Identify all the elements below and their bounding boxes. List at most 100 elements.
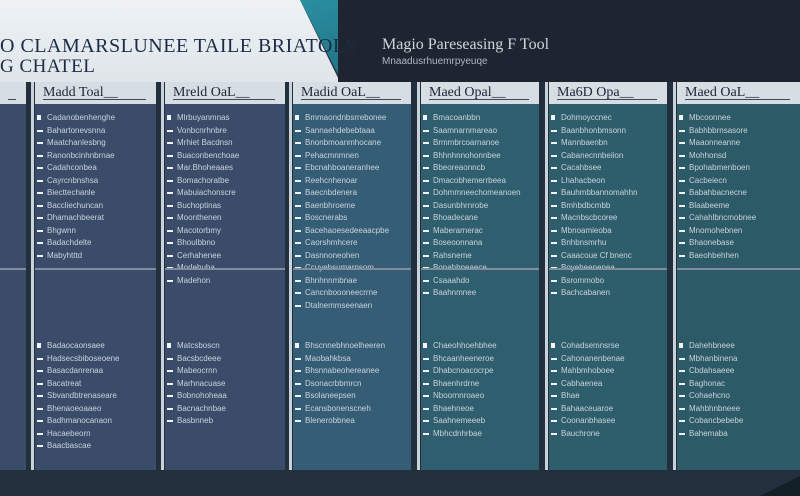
list-item[interactable]: Dhabcnoacocrpe (421, 365, 539, 378)
list-item[interactable]: Mlrbuyanmnas (165, 112, 285, 125)
list-item[interactable]: Bauhmbbannomahhn (549, 187, 667, 200)
list-item[interactable]: Babhbbrnsasore (677, 125, 800, 138)
list-item[interactable]: Rahsneme (421, 250, 539, 263)
list-item[interactable]: Maaonneanne (677, 137, 800, 150)
list-item[interactable]: Bhaonebase (677, 237, 800, 250)
list-item[interactable]: Bhsnnabeohereanee (293, 365, 411, 378)
list-item[interactable]: Vonbcnrhnbre (165, 125, 285, 138)
list-item[interactable]: Dohmoyccnec (549, 112, 667, 125)
list-item[interactable]: Ebcnahboaneranhee (293, 162, 411, 175)
list-item[interactable]: Dmacobhemerrbeea (421, 175, 539, 188)
list-item[interactable]: Bahartonevsnna (35, 125, 156, 138)
list-item[interactable]: Buaconbenchoae (165, 150, 285, 163)
list-item[interactable]: Baghonac (677, 378, 800, 391)
list-item[interactable]: Mahbhnbneee (677, 403, 800, 416)
list-item[interactable]: Maobahkbsa (293, 353, 411, 366)
list-item[interactable]: Mbnoamieoba (549, 225, 667, 238)
list-item[interactable]: Dasunbhrnrobe (421, 200, 539, 213)
list-item[interactable]: Bhscnnebhnoelheeren (293, 340, 411, 353)
list-item[interactable]: Bsolaneepsen (293, 390, 411, 403)
list-item[interactable]: Baanbhonbmsonn (549, 125, 667, 138)
list-item[interactable]: Baenbhroeme (293, 200, 411, 213)
list-item[interactable]: Bhaehneoe (421, 403, 539, 416)
column-header[interactable]: Madid OaL__ (293, 82, 411, 104)
list-item[interactable]: Brmmbrcoarnanoe (421, 137, 539, 150)
list-item[interactable]: Macotorbmy (165, 225, 285, 238)
list-item[interactable]: Caorshmhcere (293, 237, 411, 250)
list-item[interactable]: Bhae (549, 390, 667, 403)
list-item[interactable]: Nboornnroaeo (421, 390, 539, 403)
list-item[interactable]: Bnhbnsmrhu (549, 237, 667, 250)
list-item[interactable]: Badhmanocanaon (35, 415, 156, 428)
list-item[interactable]: Caaacoue Cf bnenc (549, 250, 667, 263)
list-item[interactable]: Cacbeiecn (677, 175, 800, 188)
column-header[interactable]: Maed Opal__ (421, 82, 539, 104)
list-item[interactable]: Boscnerabs (293, 212, 411, 225)
list-item[interactable]: Bobnohoheaa (165, 390, 285, 403)
list-item[interactable]: Ecansbonenscneh (293, 403, 411, 416)
list-item[interactable]: Marhnacuase (165, 378, 285, 391)
list-item[interactable]: Bmhbdbcmbb (549, 200, 667, 213)
list-item[interactable]: Mohhonsd (677, 150, 800, 163)
list-item[interactable]: Cahahlbncmobnee (677, 212, 800, 225)
list-item[interactable]: Bacnachnbae (165, 403, 285, 416)
list-item[interactable]: Baecnbdenera (293, 187, 411, 200)
list-item[interactable]: Mnomohebnen (677, 225, 800, 238)
list-item[interactable]: Chaeohhoehbhee (421, 340, 539, 353)
list-item[interactable]: Cadanobenhenghe (35, 112, 156, 125)
list-item[interactable]: Cohaehcno (677, 390, 800, 403)
list-item[interactable]: Cabhaenea (549, 378, 667, 391)
list-item[interactable]: Mabyhtttd (35, 250, 156, 263)
list-item[interactable]: Bpohabmenboen (677, 162, 800, 175)
list-item[interactable]: Cabanecnnbeiion (549, 150, 667, 163)
list-item[interactable]: Mrhiet Bacdnsn (165, 137, 285, 150)
list-item[interactable]: Cobancbebebe (677, 415, 800, 428)
list-item[interactable]: Macnbscbcoree (549, 212, 667, 225)
list-item[interactable]: Bhaenhrdrne (421, 378, 539, 391)
list-item[interactable]: Cbdahsaeee (677, 365, 800, 378)
list-item[interactable]: Cahonanenbenae (549, 353, 667, 366)
list-item[interactable]: Saahnemeeeb (421, 415, 539, 428)
list-item[interactable]: Madehon (165, 275, 285, 288)
list-item[interactable]: Baacbascae (35, 440, 156, 453)
list-item[interactable]: Sbvandbtrenaseare (35, 390, 156, 403)
list-item[interactable]: Cayrcnbnshsa (35, 175, 156, 188)
list-item[interactable]: Moonthenen (165, 212, 285, 225)
list-item[interactable]: Mabeocrnn (165, 365, 285, 378)
list-item[interactable]: Csaaahdo (421, 275, 539, 288)
list-item[interactable]: Dsonacrbbmrcn (293, 378, 411, 391)
list-item[interactable]: Cerhahenee (165, 250, 285, 263)
list-item[interactable]: Bnonbmoanmhocane (293, 137, 411, 150)
list-item[interactable]: Bahaaceuaroe (549, 403, 667, 416)
list-item[interactable]: Blenerobbnea (293, 415, 411, 428)
list-item[interactable]: Badaocaonsaee (35, 340, 156, 353)
list-item[interactable]: Bsrommobo (549, 275, 667, 288)
list-item[interactable]: Bhoadecane (421, 212, 539, 225)
list-item[interactable]: Bahemaba (677, 428, 800, 441)
list-item[interactable]: Biecttechanle (35, 187, 156, 200)
list-item[interactable]: Bhhnhnnohonnbee (421, 150, 539, 163)
list-item[interactable]: Bacehaoesedeeaacpbe (293, 225, 411, 238)
list-item[interactable]: Bhenaoeoaaeo (35, 403, 156, 416)
list-item[interactable]: Basbnneb (165, 415, 285, 428)
list-item[interactable]: Cancnboooneecrrne (293, 287, 411, 300)
list-item[interactable]: Matcsboscn (165, 340, 285, 353)
list-item[interactable]: Reehcnhenoar (293, 175, 411, 188)
list-item[interactable]: Bauchrone (549, 428, 667, 441)
column-header[interactable]: Maed OaL__ (677, 82, 800, 104)
list-item[interactable]: Maberarnerac (421, 225, 539, 238)
list-item[interactable]: Dohmmneechomeanoen (421, 187, 539, 200)
list-item[interactable]: Bomachoratbe (165, 175, 285, 188)
column-header[interactable]: Ma6D Opa__ (549, 82, 667, 104)
list-item[interactable]: Bachcabanen (549, 287, 667, 300)
list-item[interactable]: Buchoptinas (165, 200, 285, 213)
list-item[interactable]: Bhnhnnmbnae (293, 275, 411, 288)
list-item[interactable]: Babahbacnecne (677, 187, 800, 200)
list-item[interactable]: Mar.Bhoheaaes (165, 162, 285, 175)
list-item[interactable]: Mbcoonnee (677, 112, 800, 125)
list-item[interactable]: Sannaehdebebtaaa (293, 125, 411, 138)
list-item[interactable]: Mannbaenbn (549, 137, 667, 150)
list-item[interactable]: Ranonbcinhnbrnae (35, 150, 156, 163)
list-item[interactable]: Cadahconbea (35, 162, 156, 175)
list-item[interactable]: Dahehbneee (677, 340, 800, 353)
